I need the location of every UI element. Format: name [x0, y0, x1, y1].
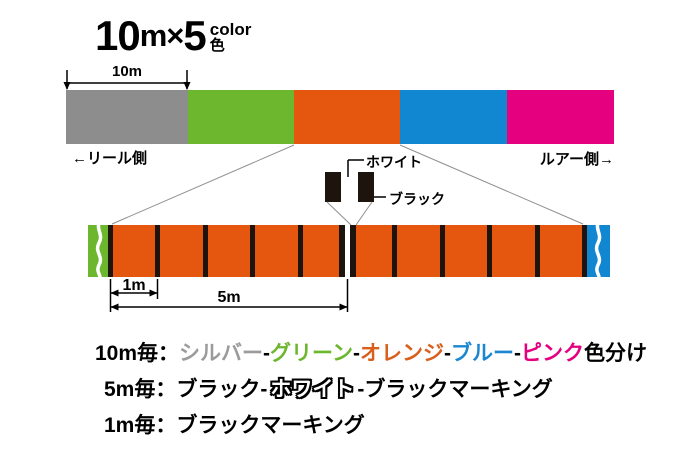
legend-part: オレンジ	[359, 342, 444, 365]
one-meter-mark	[202, 225, 208, 277]
one-meter-mark	[392, 225, 398, 277]
one-meter-mark	[155, 225, 161, 277]
magnified-bar-blue-end	[585, 225, 610, 277]
lure-side-label: ルアー側→	[539, 151, 614, 168]
one-meter-mark	[108, 225, 113, 277]
title-times-sign: ×	[166, 18, 184, 53]
top-bar-segment-silver	[66, 90, 188, 144]
legend-part: シルバー	[179, 342, 264, 365]
five-meter-mark-black-right	[350, 225, 356, 277]
legend-parts-5m: ブラック- ホワイト -ブラックマーキング	[176, 378, 552, 401]
legend-parts-1m: ブラックマーキング	[176, 414, 364, 437]
title-number: 10	[95, 12, 141, 59]
legend-part: ブルー	[450, 342, 514, 365]
magnified-bar	[88, 225, 610, 277]
legend-line-1m: 1m毎：ブラックマーキング	[104, 409, 365, 439]
legend-part: ブラックマーキング	[176, 414, 365, 437]
legend-part: ブラック-	[176, 378, 268, 401]
legend-part: -	[443, 342, 451, 365]
one-meter-mark	[534, 225, 540, 277]
legend-part: ピンク	[520, 342, 584, 365]
one-meter-mark	[439, 225, 445, 277]
five-meter-arrow-right	[339, 303, 348, 311]
top-bar-segment-orange	[294, 90, 400, 144]
legend-line-5m: 5m毎：ブラック- ホワイト -ブラックマーキング	[104, 373, 553, 403]
magnified-bar-green-end	[88, 225, 110, 277]
legend-parts-10m: シルバー-グリーン-オレンジ-ブルー-ピンク色分け	[179, 342, 647, 365]
title-sub: color 色	[210, 21, 252, 54]
legend-part: ホワイト	[270, 378, 355, 401]
legend-label-10m: 10m毎：	[95, 342, 180, 365]
legend-part: -ブラックマーキング	[357, 378, 553, 401]
top-bar	[66, 90, 614, 144]
top-bar-segment-pink	[507, 90, 614, 144]
title-sub-iro: 色	[209, 37, 225, 54]
legend-line-10m: 10m毎：シルバー-グリーン-オレンジ-ブルー-ピンク色分け	[95, 337, 647, 367]
black-marking-label: ブラック	[389, 191, 445, 207]
one-meter-mark	[582, 225, 587, 277]
five-meter-mark-white	[345, 225, 350, 277]
reel-side-label: ←リール側	[72, 150, 148, 167]
legend-part: -	[263, 342, 271, 365]
detail-black-stripe-left	[325, 172, 341, 202]
ten-meter-arrow-right	[183, 82, 191, 90]
legend-label-5m: 5m毎：	[104, 378, 177, 401]
top-bar-segment-blue	[400, 90, 507, 144]
ten-meter-arrow-left	[63, 82, 71, 90]
one-meter-mark	[487, 225, 493, 277]
legend-part: -	[513, 342, 521, 365]
five-meter-dimension-label: 5m	[217, 289, 241, 306]
detail-white-stripe	[341, 172, 358, 202]
one-meter-dimension-label: 1m	[122, 277, 146, 294]
legend-label-1m: 1m毎：	[104, 414, 177, 437]
legend-part: -	[352, 342, 360, 365]
title-count: 5	[183, 12, 206, 59]
ten-meter-dimension-label: 10m	[111, 63, 143, 80]
five-meter-mark-black-left	[339, 225, 345, 277]
one-meter-mark	[250, 225, 256, 277]
top-bar-segment-green	[188, 90, 294, 144]
five-meter-arrow-left	[110, 303, 119, 311]
marking-detail-box	[325, 172, 374, 202]
page-title: 10 m × 5 color 色	[95, 14, 251, 59]
one-meter-mark	[297, 225, 303, 277]
title-sub-color: color	[209, 20, 252, 39]
white-marking-label: ホワイト	[366, 154, 422, 170]
legend-part: 色分け	[583, 342, 647, 365]
title-meter-unit: m	[139, 18, 168, 53]
legend-part: グリーン	[270, 342, 353, 365]
detail-black-stripe-right	[358, 172, 374, 202]
